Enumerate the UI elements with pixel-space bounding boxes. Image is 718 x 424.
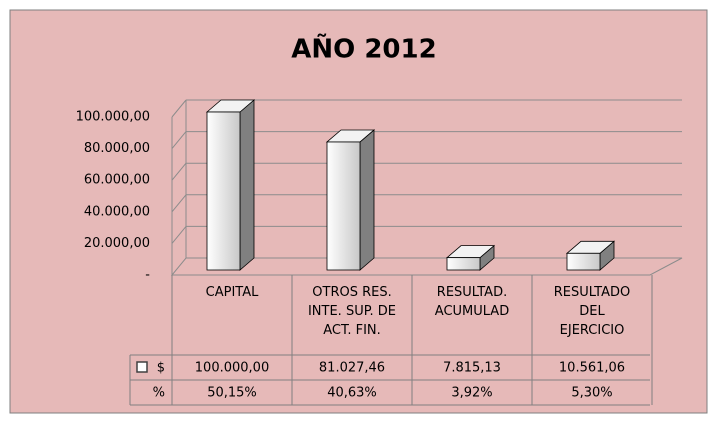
category-label: RESULTAD. ACUMULAD <box>434 285 510 319</box>
bar <box>326 141 361 271</box>
floor <box>170 257 683 276</box>
legend-key <box>136 361 148 373</box>
category-label: OTROS RES. INTE. SUP. DE ACT. FIN. <box>307 285 397 338</box>
y-tick-label: 80.000,00 <box>84 141 150 156</box>
row-header: % <box>153 386 165 401</box>
table-value: 7.815,13 <box>443 361 501 376</box>
category-label: RESULTADO DEL EJERCICIO <box>553 285 631 338</box>
bar-side <box>239 99 255 271</box>
bar <box>566 252 601 271</box>
table-percent: 3,92% <box>451 386 492 401</box>
grid-line <box>171 99 187 118</box>
y-tick-label: - <box>145 268 150 283</box>
table-value: 100.000,00 <box>195 361 269 376</box>
grid-line <box>171 226 187 244</box>
grid-line <box>171 131 187 149</box>
bar <box>206 111 241 271</box>
table-value: 81.027,46 <box>319 361 385 376</box>
y-tick-label: 40.000,00 <box>84 204 150 219</box>
table-percent: 40,63% <box>327 386 377 401</box>
legend-label: $ <box>157 361 165 376</box>
y-tick-label: 100.000,00 <box>76 110 150 125</box>
table-percent: 5,30% <box>571 386 612 401</box>
bar-side <box>359 129 375 271</box>
bar <box>446 257 481 271</box>
table-percent: 50,15% <box>207 386 257 401</box>
grid-line <box>171 162 187 181</box>
grid-line <box>171 194 187 213</box>
table-value: 10.561,06 <box>559 361 625 376</box>
y-tick-label: 60.000,00 <box>84 173 150 188</box>
category-label: CAPITAL <box>205 285 259 300</box>
y-tick-label: 20.000,00 <box>84 236 150 251</box>
chart-title: AÑO 2012 <box>291 33 436 65</box>
